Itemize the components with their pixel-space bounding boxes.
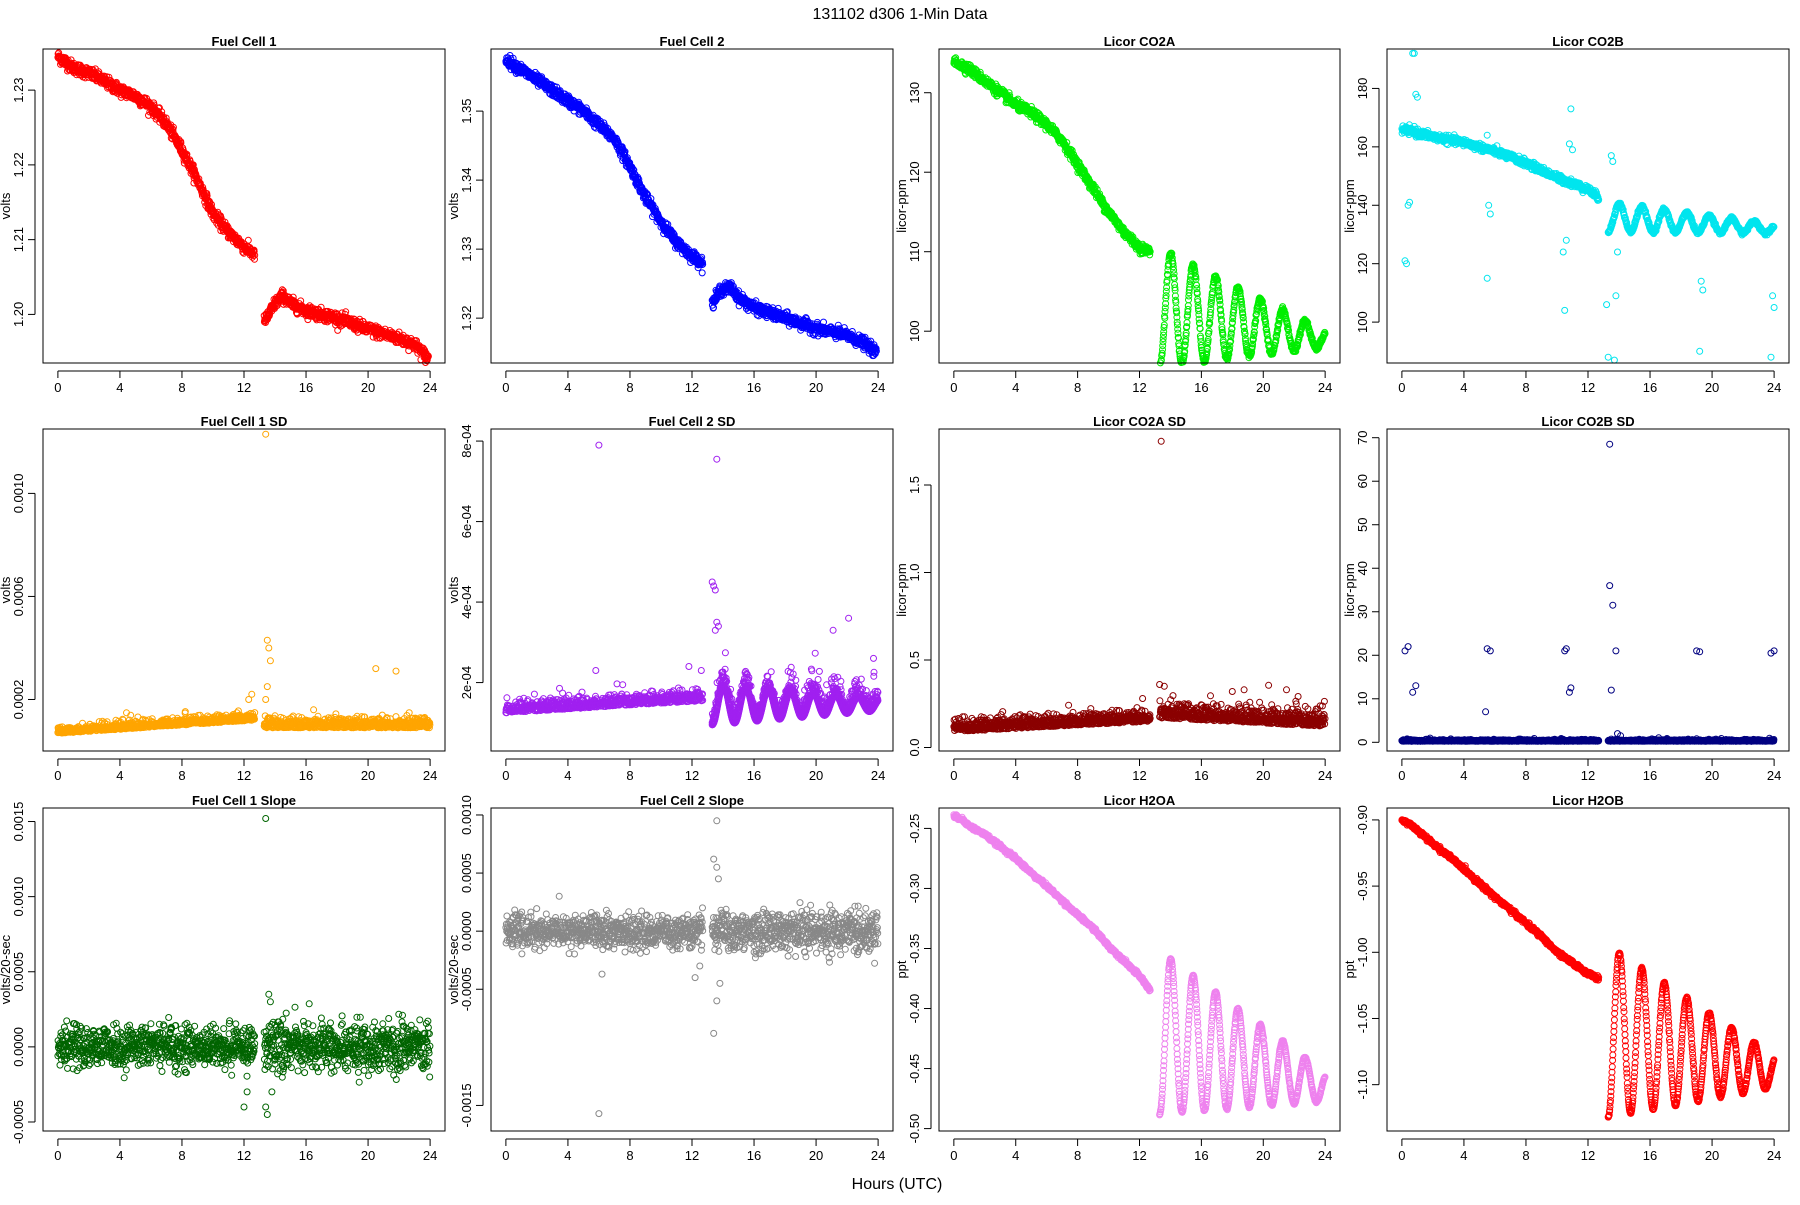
x-tick-label: 16 — [747, 380, 761, 395]
y-tick-label: 1.21 — [11, 227, 26, 252]
panel-title: Licor CO2B — [1552, 34, 1624, 49]
y-tick-label: 1.22 — [11, 152, 26, 177]
x-tick-label: 16 — [299, 380, 313, 395]
x-tick-label: 12 — [1132, 380, 1146, 395]
y-tick-label: 1.35 — [459, 98, 474, 123]
x-tick-label: 20 — [809, 380, 823, 395]
y-tick-label: 130 — [907, 82, 922, 104]
data-points — [55, 50, 432, 366]
x-tick-label: 4 — [116, 380, 123, 395]
y-axis: 100 110 120 130 — [907, 82, 931, 342]
x-axis: 0 4 8 12 16 20 24 — [54, 371, 437, 395]
plot-frame — [43, 49, 445, 363]
figure-title: 131102 d306 1-Min Data — [813, 6, 988, 23]
panel-1: Fuel Cell 1 0 4 8 12 16 20 24 1.20 1.21 1.22 1.23 vo… — [0, 34, 445, 395]
x-tick-label: 4 — [564, 380, 571, 395]
figure-xlabel: Hours (UTC) — [852, 1176, 943, 1193]
data-points — [503, 53, 880, 359]
x-axis: 0 4 8 12 16 20 24 — [950, 371, 1332, 395]
y-tick-label: 1.20 — [11, 302, 26, 327]
data-point — [245, 237, 251, 243]
x-tick-label: 16 — [1194, 380, 1208, 395]
y-axis-label: volts — [0, 192, 13, 219]
x-tick-label: 12 — [237, 380, 251, 395]
panel-3: Licor CO2A 0 4 8 12 16 20 24 100 110 120 130 licor-p… — [894, 34, 1340, 395]
x-tick-label: 24 — [423, 380, 437, 395]
x-tick-label: 8 — [1074, 380, 1081, 395]
data-point — [699, 270, 705, 276]
data-point — [1185, 303, 1191, 309]
y-tick-label: 100 — [907, 320, 922, 342]
x-tick-label: 20 — [361, 380, 375, 395]
data-points — [1399, 50, 1777, 363]
y-axis: 1.32 1.33 1.34 1.35 — [459, 98, 483, 330]
y-axis-label: licor-ppm — [894, 179, 909, 232]
y-tick-label: 120 — [907, 161, 922, 183]
panel-2: Fuel Cell 2 0 4 8 12 16 20 24 1.32 1.33 1.34 1.35 vo… — [446, 34, 893, 395]
data-point — [335, 327, 341, 333]
y-axis-label: volts — [446, 192, 461, 219]
y-tick-label: 1.33 — [459, 236, 474, 261]
y-axis: 1.20 1.21 1.22 1.23 — [11, 77, 35, 327]
x-tick-label: 20 — [1256, 380, 1270, 395]
panel-title: Fuel Cell 1 — [211, 34, 276, 49]
x-tick-label: 0 — [54, 380, 61, 395]
x-tick-label: 8 — [178, 380, 185, 395]
y-tick-label: 1.34 — [459, 167, 474, 192]
x-tick-label: 0 — [950, 380, 957, 395]
y-tick-label: 1.32 — [459, 305, 474, 330]
x-tick-label: 8 — [626, 380, 633, 395]
y-tick-label: 110 — [907, 241, 922, 262]
y-tick-label: 1.23 — [11, 77, 26, 102]
data-points — [951, 55, 1328, 366]
x-tick-label: 24 — [1318, 380, 1332, 395]
x-axis: 0 4 8 12 16 20 24 — [502, 371, 885, 395]
x-tick-label: 24 — [871, 380, 885, 395]
x-tick-label: 12 — [685, 380, 699, 395]
panel-title: Licor CO2A — [1104, 34, 1176, 49]
x-tick-label: 0 — [502, 380, 509, 395]
x-tick-label: 4 — [1012, 380, 1019, 395]
panel-title: Fuel Cell 2 — [659, 34, 724, 49]
